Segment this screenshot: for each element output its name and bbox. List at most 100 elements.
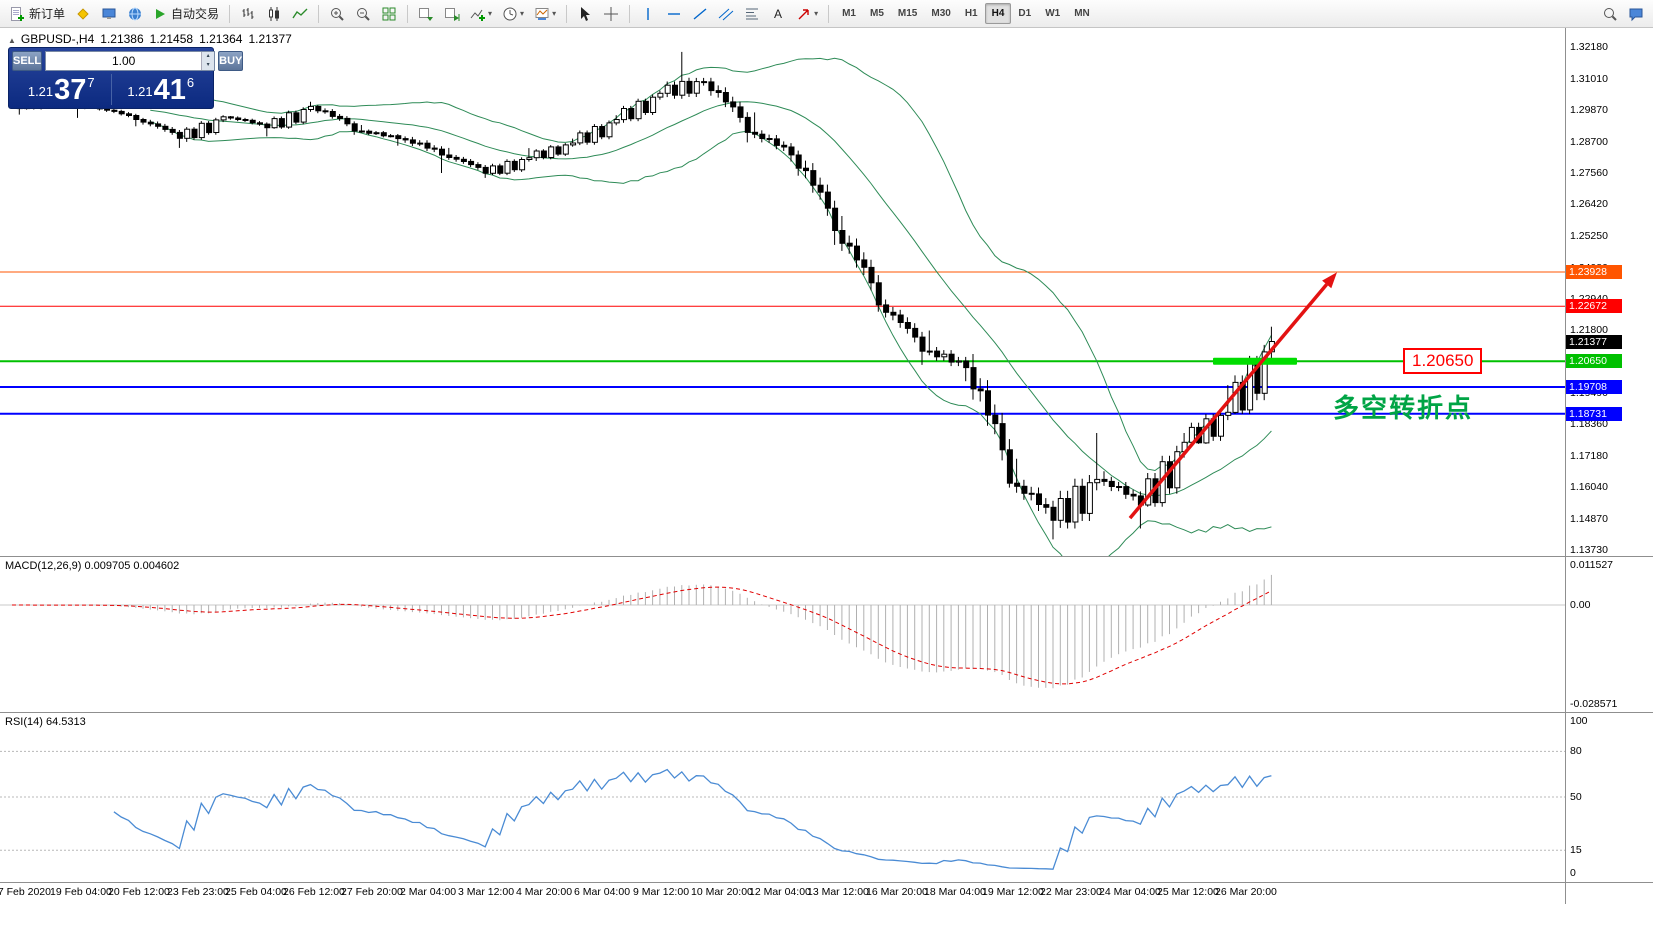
- auto-scroll-button[interactable]: [414, 3, 438, 25]
- price-axis-label: 1.17180: [1570, 450, 1608, 462]
- community-button[interactable]: [1624, 3, 1648, 25]
- low-value: 1.21364: [199, 32, 243, 46]
- time-axis-label[interactable]: 16 Mar 20:00: [866, 886, 928, 898]
- timeframe-w1[interactable]: W1: [1045, 8, 1061, 19]
- volume-spinner: ▴ ▾: [201, 52, 215, 70]
- time-axis-label[interactable]: 27 Feb 20:00: [341, 886, 403, 898]
- time-axis-label[interactable]: 24 Mar 04:00: [1099, 886, 1161, 898]
- timeframe-m1[interactable]: M1: [842, 8, 856, 19]
- rsi-svg[interactable]: [0, 713, 1565, 882]
- price-tag: 1.18731: [1566, 407, 1622, 421]
- search-icon: [1602, 6, 1618, 22]
- time-axis-separator: [0, 882, 1653, 883]
- rsi-axis-label: 15: [1570, 844, 1582, 856]
- time-axis-label[interactable]: 26 Mar 20:00: [1215, 886, 1277, 898]
- terminal-button[interactable]: [97, 3, 121, 25]
- crosshair-icon: [603, 6, 619, 22]
- line-chart-mode-button[interactable]: [288, 3, 312, 25]
- main-toolbar: 新订单 自动交易 ▾ ▾ ▾ A ▾ M1 M5 M15 M30 H1 H4 D1 W1 MN: [0, 0, 1653, 28]
- cursor-icon: [577, 6, 593, 22]
- trendline-icon: [692, 6, 708, 22]
- time-axis-label[interactable]: 25 Feb 04:00: [225, 886, 287, 898]
- turning-point-text[interactable]: 多空转折点: [1333, 393, 1474, 423]
- time-axis-label[interactable]: 4 Mar 20:00: [516, 886, 573, 898]
- price-axis-label: 1.18360: [1570, 418, 1608, 430]
- svg-text:A: A: [774, 7, 782, 21]
- fibonacci-tool[interactable]: [740, 3, 764, 25]
- channel-tool[interactable]: [714, 3, 738, 25]
- time-axis-label[interactable]: 18 Mar 04:00: [924, 886, 986, 898]
- time-axis-label[interactable]: 10 Mar 20:00: [691, 886, 753, 898]
- autotrading-button[interactable]: 自动交易: [149, 3, 223, 25]
- rsi-pane-separator[interactable]: [0, 712, 1653, 713]
- time-axis-label[interactable]: 13 Mar 12:00: [807, 886, 869, 898]
- timeframe-m15[interactable]: M15: [897, 8, 918, 19]
- navigator-button[interactable]: [123, 3, 147, 25]
- crosshair-tool-button[interactable]: [599, 3, 623, 25]
- chart-shift-button[interactable]: [440, 3, 464, 25]
- arrows-tool[interactable]: ▾: [792, 3, 822, 25]
- buy-button[interactable]: BUY: [218, 51, 244, 71]
- channel-icon: [718, 6, 734, 22]
- time-axis-label[interactable]: 2 Mar 04:00: [400, 886, 457, 898]
- candlestick-mode-button[interactable]: [262, 3, 286, 25]
- bar-chart-mode-button[interactable]: [236, 3, 260, 25]
- sell-button[interactable]: SELL: [12, 51, 43, 71]
- macd-pane-separator[interactable]: [0, 556, 1653, 557]
- price-tag: 1.20650: [1566, 354, 1622, 368]
- timeframe-h4[interactable]: H4: [984, 3, 1012, 24]
- macd-svg[interactable]: [0, 557, 1565, 712]
- time-axis-label[interactable]: 19 Feb 04:00: [50, 886, 112, 898]
- new-order-button[interactable]: 新订单: [5, 3, 69, 25]
- main-chart-svg[interactable]: [0, 28, 1565, 556]
- time-axis-label[interactable]: 26 Feb 12:00: [283, 886, 345, 898]
- time-axis-label[interactable]: 6 Mar 04:00: [574, 886, 631, 898]
- templates-dropdown[interactable]: ▾: [530, 3, 560, 25]
- cursor-tool-button[interactable]: [573, 3, 597, 25]
- toolbar-separator: [828, 4, 830, 23]
- zoom-out-button[interactable]: [351, 3, 375, 25]
- time-axis-label[interactable]: 3 Mar 12:00: [458, 886, 515, 898]
- timeframe-h1[interactable]: H1: [964, 8, 978, 19]
- time-axis-label[interactable]: 12 Mar 04:00: [749, 886, 811, 898]
- rsi-axis-label: 80: [1570, 745, 1582, 757]
- time-axis-label[interactable]: 25 Mar 12:00: [1157, 886, 1219, 898]
- volume-input[interactable]: [46, 52, 202, 70]
- price-axis-label: 1.32180: [1570, 41, 1608, 53]
- time-axis-label[interactable]: 22 Mar 23:00: [1040, 886, 1102, 898]
- new-order-label: 新订单: [29, 7, 66, 21]
- time-axis-label[interactable]: 9 Mar 12:00: [633, 886, 690, 898]
- horizontal-line-tool[interactable]: [662, 3, 686, 25]
- time-axis-label[interactable]: 20 Feb 12:00: [108, 886, 170, 898]
- chevron-down-icon: ▾: [488, 9, 493, 18]
- timeframe-m30[interactable]: M30: [931, 8, 951, 19]
- toolbar-separator: [629, 4, 631, 23]
- time-axis-label[interactable]: 19 Mar 12:00: [982, 886, 1044, 898]
- templates-icon: [534, 6, 550, 22]
- indicators-dropdown[interactable]: ▾: [466, 3, 496, 25]
- chart-ohlc-info: ▲ GBPUSD-,H4 1.21386 1.21458 1.21364 1.21377: [8, 32, 298, 46]
- vertical-line-tool[interactable]: [636, 3, 660, 25]
- timeframe-m5[interactable]: M5: [870, 8, 884, 19]
- time-axis-label[interactable]: 17 Feb 2020: [0, 886, 51, 898]
- metaeditor-button[interactable]: [71, 3, 95, 25]
- rsi-axis-label: 50: [1570, 791, 1582, 803]
- level-price-label[interactable]: 1.20650: [1403, 348, 1483, 374]
- price-axis-label: 1.29870: [1570, 104, 1608, 116]
- volume-decrease-button[interactable]: ▾: [202, 61, 215, 70]
- search-button[interactable]: [1598, 3, 1622, 25]
- tile-windows-icon: [381, 6, 397, 22]
- tile-windows-button[interactable]: [377, 3, 401, 25]
- timeframe-d1[interactable]: D1: [1018, 8, 1032, 19]
- zoom-in-button[interactable]: [325, 3, 349, 25]
- trendline-tool[interactable]: [688, 3, 712, 25]
- volume-increase-button[interactable]: ▴: [202, 52, 215, 61]
- sell-price-display[interactable]: 1.21 37 7: [12, 74, 111, 105]
- terminal-icon: [101, 6, 117, 22]
- text-tool[interactable]: A: [766, 3, 790, 25]
- timeframe-mn[interactable]: MN: [1074, 8, 1090, 19]
- periods-dropdown[interactable]: ▾: [498, 3, 528, 25]
- time-axis-label[interactable]: 23 Feb 23:00: [167, 886, 229, 898]
- buy-price-display[interactable]: 1.21 41 6: [112, 74, 211, 105]
- price-tag: 1.23928: [1566, 265, 1622, 279]
